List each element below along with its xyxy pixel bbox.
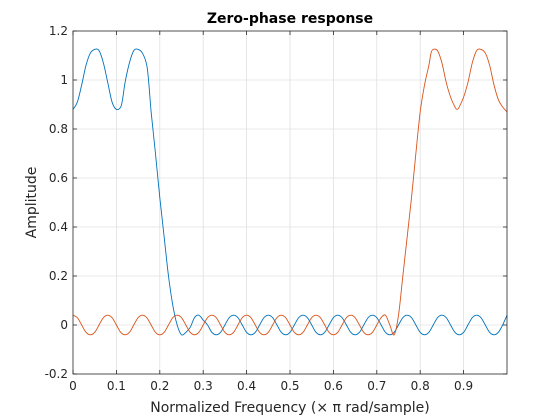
x-tick-label: 0.1 [107,379,126,393]
x-tick-label: 0.3 [194,379,213,393]
x-tick-label: 0.7 [367,379,386,393]
series-line-1 [72,48,508,336]
y-tick-label: 0.6 [49,171,68,185]
x-tick-label: 0 [69,379,77,393]
y-axis-label: Amplitude [24,167,40,239]
y-tick-label: 1 [60,73,68,87]
y-tick-label: -0.2 [45,367,68,381]
grid [73,31,507,374]
y-tick-label: 0.2 [49,269,68,283]
x-tick-label: 0.6 [324,379,343,393]
x-tick-label: 0.8 [411,379,430,393]
series-line-2 [72,48,508,336]
y-tick-label: 0 [60,318,68,332]
chart-title: Zero-phase response [207,11,373,27]
x-tick-label: 0.4 [237,379,256,393]
tick-labels: 0 0.1 0.2 0.3 0.4 0.5 0.6 0.7 0.8 0.9-0.200.20.40… [45,24,474,393]
tick-marks [72,30,507,375]
x-axis-label: Normalized Frequency (× π rad/sample) [150,400,429,416]
series-group [72,48,508,336]
x-tick-label: 0.5 [280,379,299,393]
x-tick-label: 0.2 [150,379,169,393]
y-tick-label: 0.4 [49,220,68,234]
x-tick-label: 0.9 [454,379,473,393]
y-tick-label: 0.8 [49,122,68,136]
y-tick-label: 1.2 [49,24,68,38]
